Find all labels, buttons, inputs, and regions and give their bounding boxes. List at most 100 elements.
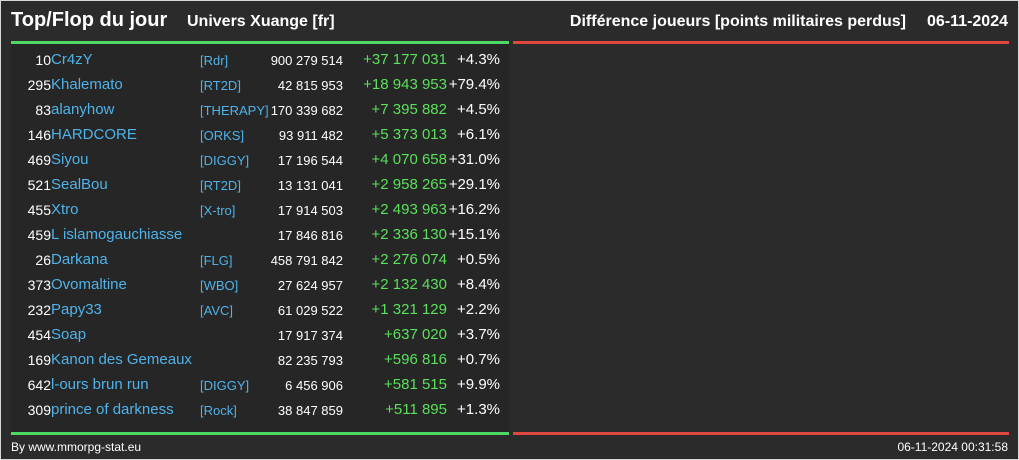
header: Top/Flop du jour Univers Xuange [fr] Dif…: [1, 1, 1018, 41]
alliance-tag-link[interactable]: [THERAPY]: [200, 103, 269, 118]
percent-change: +31.0%: [448, 151, 500, 168]
player-points: 17 917 374: [277, 328, 343, 343]
header-date: 06-11-2024: [927, 13, 1008, 30]
site-credit[interactable]: By www.mmorpg-stat.eu: [11, 440, 142, 454]
alliance-tag-link[interactable]: [RT2D]: [200, 178, 241, 193]
percent-change: +9.9%: [457, 376, 500, 393]
alliance-tag-link[interactable]: [RT2D]: [200, 78, 241, 93]
player-name-link[interactable]: SealBou: [51, 176, 108, 193]
player-name-link[interactable]: Soap: [51, 326, 87, 343]
alliance-tag-link[interactable]: [AVC]: [200, 303, 233, 318]
table-row: 232 Papy33 [AVC] 61 029 522 +1 321 129 +2.2%: [11, 299, 509, 324]
player-rank: 295: [27, 77, 51, 93]
percent-change: +0.7%: [457, 351, 500, 368]
table-row: 459 L islamogauchiasse 17 846 816 +2 336 13…: [11, 224, 509, 249]
player-points: 900 279 514: [270, 53, 343, 68]
table-row: 469 Siyou [DIGGY] 17 196 544 +4 070 658 +31.0…: [11, 149, 509, 174]
player-name-link[interactable]: Cr4zY: [51, 51, 93, 68]
table-row: 454 Soap 17 917 374 +637 020 +3.7%: [11, 324, 509, 349]
percent-change: +2.2%: [457, 301, 500, 318]
points-difference: +7 395 882: [371, 101, 448, 118]
table-row: 83 alanyhow [THERAPY] 170 339 682 +7 395 882…: [11, 99, 509, 124]
player-points: 6 456 906: [285, 378, 343, 393]
points-difference: +1 321 129: [371, 301, 448, 318]
player-rank: 455: [27, 202, 51, 218]
points-difference: +4 070 658: [371, 151, 448, 168]
player-points: 17 196 544: [277, 153, 343, 168]
player-name-link[interactable]: Xtro: [51, 201, 79, 218]
flop-players-panel: [513, 44, 1009, 432]
flop-divider: [513, 41, 1009, 44]
alliance-tag-link[interactable]: [DIGGY]: [200, 378, 250, 393]
player-name-link[interactable]: Papy33: [51, 301, 102, 318]
player-rank: 373: [27, 277, 51, 293]
percent-change: +0.5%: [457, 251, 500, 268]
player-rank: 169: [27, 352, 51, 368]
points-difference: +637 020: [384, 326, 447, 343]
player-name-link[interactable]: L islamogauchiasse: [51, 226, 183, 243]
percent-change: +29.1%: [448, 176, 500, 193]
player-name-link[interactable]: prince of darkness: [51, 401, 174, 418]
points-difference: +2 493 963: [371, 201, 448, 218]
table-row: 169 Kanon des Gemeaux 82 235 793 +596 816 +0…: [11, 349, 509, 374]
server-name: Univers Xuange [fr]: [187, 13, 335, 30]
player-points: 458 791 842: [270, 253, 343, 268]
points-difference: +581 515: [384, 376, 447, 393]
percent-change: +6.1%: [457, 126, 500, 143]
player-name-link[interactable]: Darkana: [51, 251, 108, 268]
points-difference: +2 958 265: [371, 176, 448, 193]
points-difference: +2 132 430: [371, 276, 448, 293]
points-difference: +37 177 031: [363, 51, 447, 68]
percent-change: +16.2%: [448, 201, 500, 218]
player-points: 38 847 859: [277, 403, 343, 418]
player-points: 13 131 041: [277, 178, 343, 193]
alliance-tag-link[interactable]: [X-tro]: [200, 203, 236, 218]
player-points: 17 914 503: [277, 203, 343, 218]
percent-change: +1.3%: [457, 401, 500, 418]
player-name-link[interactable]: Ovomaltine: [51, 276, 127, 293]
alliance-tag-link[interactable]: [WBO]: [200, 278, 239, 293]
player-points: 170 339 682: [270, 103, 343, 118]
points-difference: +5 373 013: [371, 126, 448, 143]
table-row: 642 l-ours brun run [DIGGY] 6 456 906 +581 5…: [11, 374, 509, 399]
player-rank: 309: [27, 402, 51, 418]
player-rank: 642: [27, 377, 51, 393]
points-difference: +18 943 953: [363, 76, 447, 93]
player-rank: 459: [27, 227, 51, 243]
alliance-tag-link[interactable]: [DIGGY]: [200, 153, 250, 168]
table-row: 309 prince of darkness [Rock] 38 847 859 +51…: [11, 399, 509, 424]
player-rank: 469: [27, 152, 51, 168]
table-row: 146 HARDCORE [ORKS] 93 911 482 +5 373 013 +6.…: [11, 124, 509, 149]
player-name-link[interactable]: l-ours brun run: [51, 376, 149, 393]
points-difference: +511 895: [385, 401, 447, 418]
player-name-link[interactable]: alanyhow: [51, 101, 115, 118]
top-bottom-divider: [11, 432, 509, 435]
alliance-tag-link[interactable]: [Rock]: [200, 403, 237, 418]
player-name-link[interactable]: HARDCORE: [51, 126, 137, 143]
player-points: 61 029 522: [277, 303, 343, 318]
points-difference: +2 276 074: [371, 251, 448, 268]
player-rank: 232: [27, 302, 51, 318]
player-points: 93 911 482: [278, 128, 343, 143]
player-name-link[interactable]: Kanon des Gemeaux: [51, 351, 192, 368]
top-players-panel: 10 Cr4zY [Rdr] 900 279 514 +37 177 031 +4.3% 2…: [11, 44, 509, 432]
player-rank: 454: [27, 327, 51, 343]
table-row: 521 SealBou [RT2D] 13 131 041 +2 958 265 +29.…: [11, 174, 509, 199]
player-rank: 26: [35, 252, 51, 268]
table-row: 26 Darkana [FLG] 458 791 842 +2 276 074 +0.5%: [11, 249, 509, 274]
percent-change: +79.4%: [448, 76, 500, 93]
player-name-link[interactable]: Khalemato: [51, 76, 123, 93]
generated-timestamp: 06-11-2024 00:31:58: [897, 440, 1008, 454]
top-divider: [11, 41, 509, 44]
player-name-link[interactable]: Siyou: [51, 151, 89, 168]
alliance-tag-link[interactable]: [Rdr]: [200, 53, 229, 68]
table-row: 10 Cr4zY [Rdr] 900 279 514 +37 177 031 +4.3%: [11, 49, 509, 74]
player-rank: 10: [35, 52, 51, 68]
table-row: 373 Ovomaltine [WBO] 27 624 957 +2 132 430 +8…: [11, 274, 509, 299]
percent-change: +15.1%: [448, 226, 500, 243]
alliance-tag-link[interactable]: [ORKS]: [200, 128, 245, 143]
points-difference: +2 336 130: [371, 226, 448, 243]
flop-bottom-divider: [513, 432, 1009, 435]
alliance-tag-link[interactable]: [FLG]: [200, 253, 233, 268]
